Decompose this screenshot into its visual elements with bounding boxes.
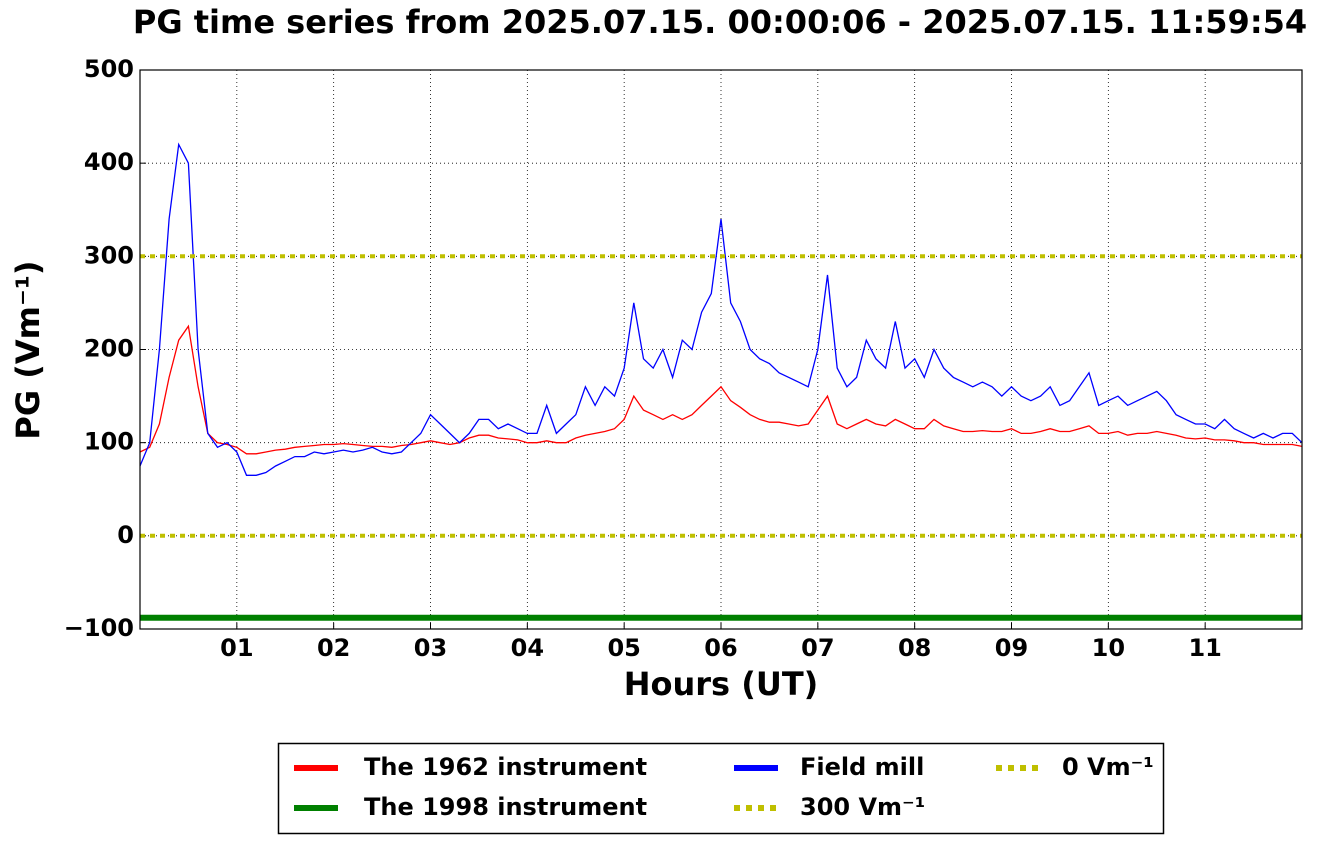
legend-label: The 1998 instrument xyxy=(364,793,647,821)
x-tick-label: 05 xyxy=(607,634,640,662)
legend-label: 300 Vm⁻¹ xyxy=(800,793,925,821)
x-axis-label: Hours (UT) xyxy=(624,665,819,703)
x-tick-label: 06 xyxy=(704,634,737,662)
legend-label: The 1962 instrument xyxy=(364,753,647,781)
x-tick-label: 11 xyxy=(1188,634,1221,662)
legend-label: Field mill xyxy=(800,753,924,781)
y-tick-label: −100 xyxy=(64,614,134,642)
y-tick-label: 500 xyxy=(84,55,134,83)
y-tick-label: 200 xyxy=(84,335,134,363)
x-tick-label: 01 xyxy=(220,634,253,662)
x-tick-label: 02 xyxy=(317,634,350,662)
y-tick-label: 400 xyxy=(84,148,134,176)
y-tick-label: 100 xyxy=(84,428,134,456)
x-tick-label: 04 xyxy=(511,634,544,662)
x-tick-label: 07 xyxy=(801,634,834,662)
series-line xyxy=(139,324,1303,455)
chart-title: PG time series from 2025.07.15. 00:00:06… xyxy=(133,3,1307,41)
series-line xyxy=(139,142,1303,476)
y-axis-label: PG (Vm⁻¹) xyxy=(9,260,47,439)
legend-label: 0 Vm⁻¹ xyxy=(1062,753,1154,781)
x-tick-label: 03 xyxy=(414,634,447,662)
y-tick-label: 300 xyxy=(84,241,134,269)
x-tick-label: 10 xyxy=(1092,634,1125,662)
x-tick-label: 09 xyxy=(995,634,1028,662)
plot-frame xyxy=(139,69,1303,630)
x-tick-label: 08 xyxy=(898,634,931,662)
y-tick-label: 0 xyxy=(117,521,134,549)
legend-box xyxy=(277,742,1165,835)
